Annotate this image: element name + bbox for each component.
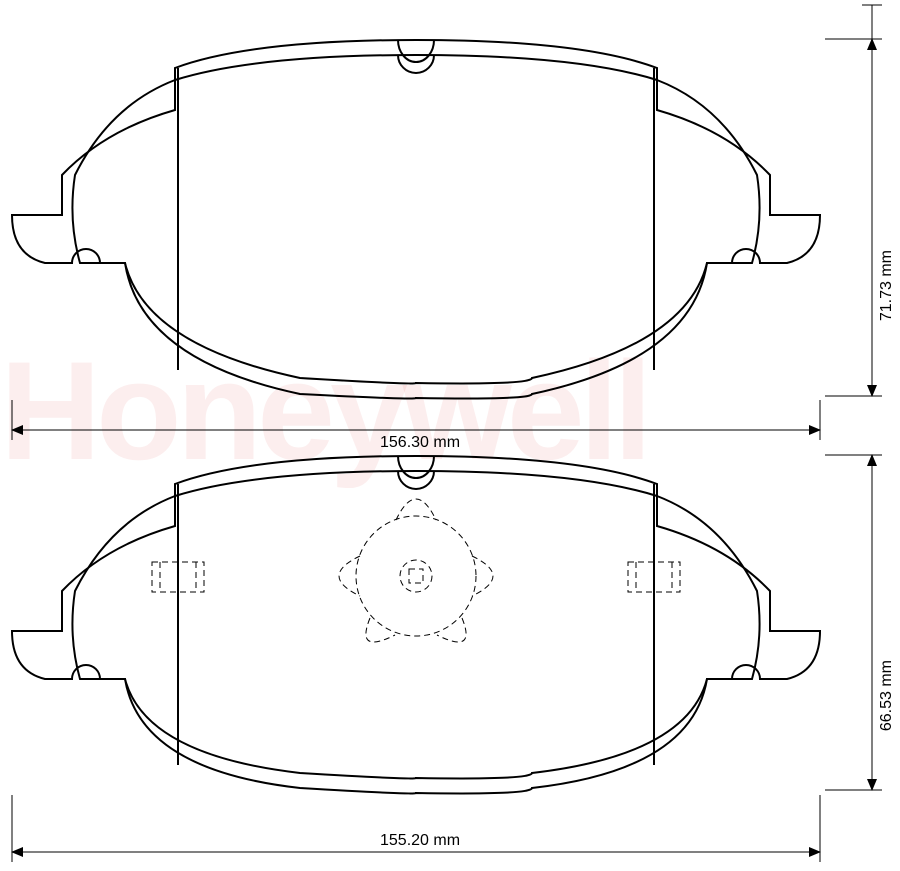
dim-width-top-label: 156.30 mm (380, 434, 460, 452)
dim-height-bottom-label: 66.53 mm (878, 660, 896, 731)
bottom-pad-center-small-circle (400, 560, 432, 592)
bottom-pad-outer (12, 456, 820, 793)
drawing-canvas: Honeywell (0, 0, 900, 871)
top-pad-outer (12, 40, 820, 399)
bottom-pad-lobe-left (339, 556, 360, 596)
bottom-pad-lobe-top (396, 499, 436, 520)
bottom-pad-center-square (409, 569, 423, 583)
bottom-pad-notch (398, 456, 434, 478)
bottom-pad-notch-inner (398, 471, 434, 489)
bottom-pad-lobe-br (437, 618, 466, 642)
top-pad-notch (398, 40, 434, 62)
dim-height-top-label: 71.73 mm (878, 250, 896, 321)
dim-width-bottom-label: 155.20 mm (380, 832, 460, 850)
bottom-pad-lobe-right (472, 556, 493, 596)
bottom-pad-center-circle (356, 516, 476, 636)
top-pad-notch-inner (398, 55, 434, 73)
